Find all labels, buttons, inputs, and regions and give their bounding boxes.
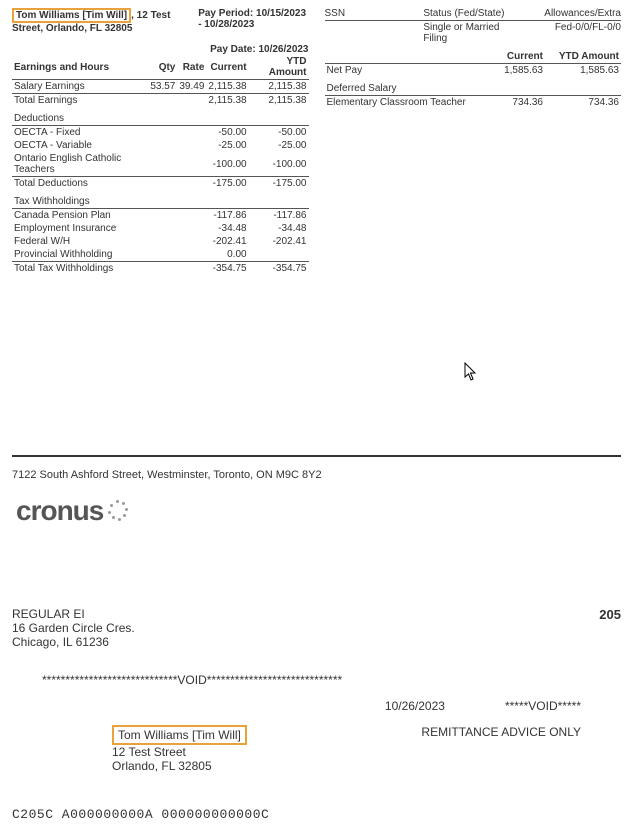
micr-line: C205C A000000000A 000000000000C	[12, 807, 621, 822]
netpay-row: Net Pay 1,585.63 1,585.63	[325, 64, 622, 78]
employee-name: Tom Williams [Tim Will]	[12, 8, 131, 23]
col-rate: Rate	[177, 55, 206, 80]
netpay-col-ytd: YTD Amount	[545, 50, 621, 64]
void-line: *****************************VOID*******…	[42, 673, 621, 687]
deferred-row: Elementary Classroom Teacher 734.36 734.…	[325, 96, 622, 110]
bank-addr1: 16 Garden Circle Cres.	[12, 621, 135, 635]
status-value: Single or Married Filing	[423, 22, 522, 44]
check-date: 10/26/2023	[385, 699, 445, 713]
table-row: OECTA - Fixed-50.00-50.00	[12, 126, 309, 140]
deductions-total: Total Deductions-175.00-175.00	[12, 177, 309, 191]
tax-title-row: Tax Withholdings	[12, 190, 309, 209]
earnings-table: Earnings and Hours Qty Rate Current YTD …	[12, 55, 309, 275]
ssn-value	[325, 22, 424, 44]
table-row: Employment Insurance-34.48-34.48	[12, 222, 309, 235]
deferred-title: Deferred Salary	[325, 77, 622, 96]
bank-name: REGULAR EI	[12, 607, 135, 621]
earnings-total: Total Earnings 2,115.38 2,115.38	[12, 94, 309, 108]
col-earnings: Earnings and Hours	[12, 55, 148, 80]
ssn-label: SSN	[325, 8, 424, 19]
table-row: Salary Earnings 53.57 39.49 2,115.38 2,1…	[12, 80, 309, 94]
date-amount-row: 10/26/2023 *****VOID*****	[12, 699, 621, 713]
check-region: 7122 South Ashford Street, Westminster, …	[12, 469, 621, 822]
payee-row: Tom Williams [Tim Will] 12 Test Street O…	[12, 725, 621, 773]
paystub-right-col: SSN Status (Fed/State) Allowances/Extra …	[325, 8, 622, 275]
bank-block: REGULAR EI 16 Garden Circle Cres. Chicag…	[12, 607, 135, 649]
paystub-left-col: Tom Williams [Tim Will], 12 Test Street,…	[12, 8, 309, 275]
payee-address-block: Tom Williams [Tim Will] 12 Test Street O…	[112, 725, 247, 773]
allowances-label: Allowances/Extra	[522, 8, 621, 19]
return-address: 7122 South Ashford Street, Westminster, …	[12, 469, 621, 481]
table-row: Provincial Withholding0.00	[12, 248, 309, 262]
check-mid: REGULAR EI 16 Garden Circle Cres. Chicag…	[12, 607, 621, 649]
pay-date: Pay Date: 10/26/2023	[12, 44, 309, 55]
check-number: 205	[599, 607, 621, 649]
col-current: Current	[206, 55, 248, 80]
deferred-title-row: Deferred Salary	[325, 77, 622, 96]
company-logo: cronus	[16, 495, 621, 527]
payee-addr1: 12 Test Street	[112, 745, 247, 759]
tax-title: Tax Withholdings	[12, 190, 309, 209]
perforation-divider	[12, 455, 621, 457]
table-row: Canada Pension Plan-117.86-117.86	[12, 209, 309, 223]
col-qty: Qty	[148, 55, 177, 80]
status-label: Status (Fed/State)	[423, 8, 522, 19]
payee-addr2: Orlando, FL 32805	[112, 759, 247, 773]
col-ytd: YTD Amount	[249, 55, 309, 80]
table-row: OECTA - Variable-25.00-25.00	[12, 139, 309, 152]
void-amount: *****VOID*****	[505, 699, 581, 713]
table-row: Federal W/H-202.41-202.41	[12, 235, 309, 248]
status-values: Single or Married Filing Fed-0/0/FL-0/0	[325, 21, 622, 44]
paystub-top: Tom Williams [Tim Will], 12 Test Street,…	[12, 8, 621, 275]
table-row: Ontario English Catholic Teachers-100.00…	[12, 152, 309, 177]
employee-block: Tom Williams [Tim Will], 12 Test Street,…	[12, 8, 198, 34]
allowances-value: Fed-0/0/FL-0/0	[522, 22, 621, 44]
bank-addr2: Chicago, IL 61236	[12, 635, 135, 649]
header-line: Tom Williams [Tim Will], 12 Test Street,…	[12, 8, 309, 34]
status-header: SSN Status (Fed/State) Allowances/Extra	[325, 8, 622, 21]
netpay-col-current: Current	[494, 50, 545, 64]
deductions-title-row: Deductions	[12, 107, 309, 126]
pay-period: Pay Period: 10/15/2023 - 10/28/2023	[198, 8, 308, 30]
tax-total: Total Tax Withholdings-354.75-354.75	[12, 262, 309, 276]
payee-name: Tom Williams [Tim Will]	[112, 725, 247, 745]
netpay-table: Current YTD Amount Net Pay 1,585.63 1,58…	[325, 50, 622, 109]
cursor-icon	[464, 362, 478, 382]
logo-dots-icon	[107, 500, 129, 522]
deductions-title: Deductions	[12, 107, 309, 126]
logo-text: cronus	[16, 495, 103, 527]
remittance-label: REMITTANCE ADVICE ONLY	[421, 725, 581, 773]
